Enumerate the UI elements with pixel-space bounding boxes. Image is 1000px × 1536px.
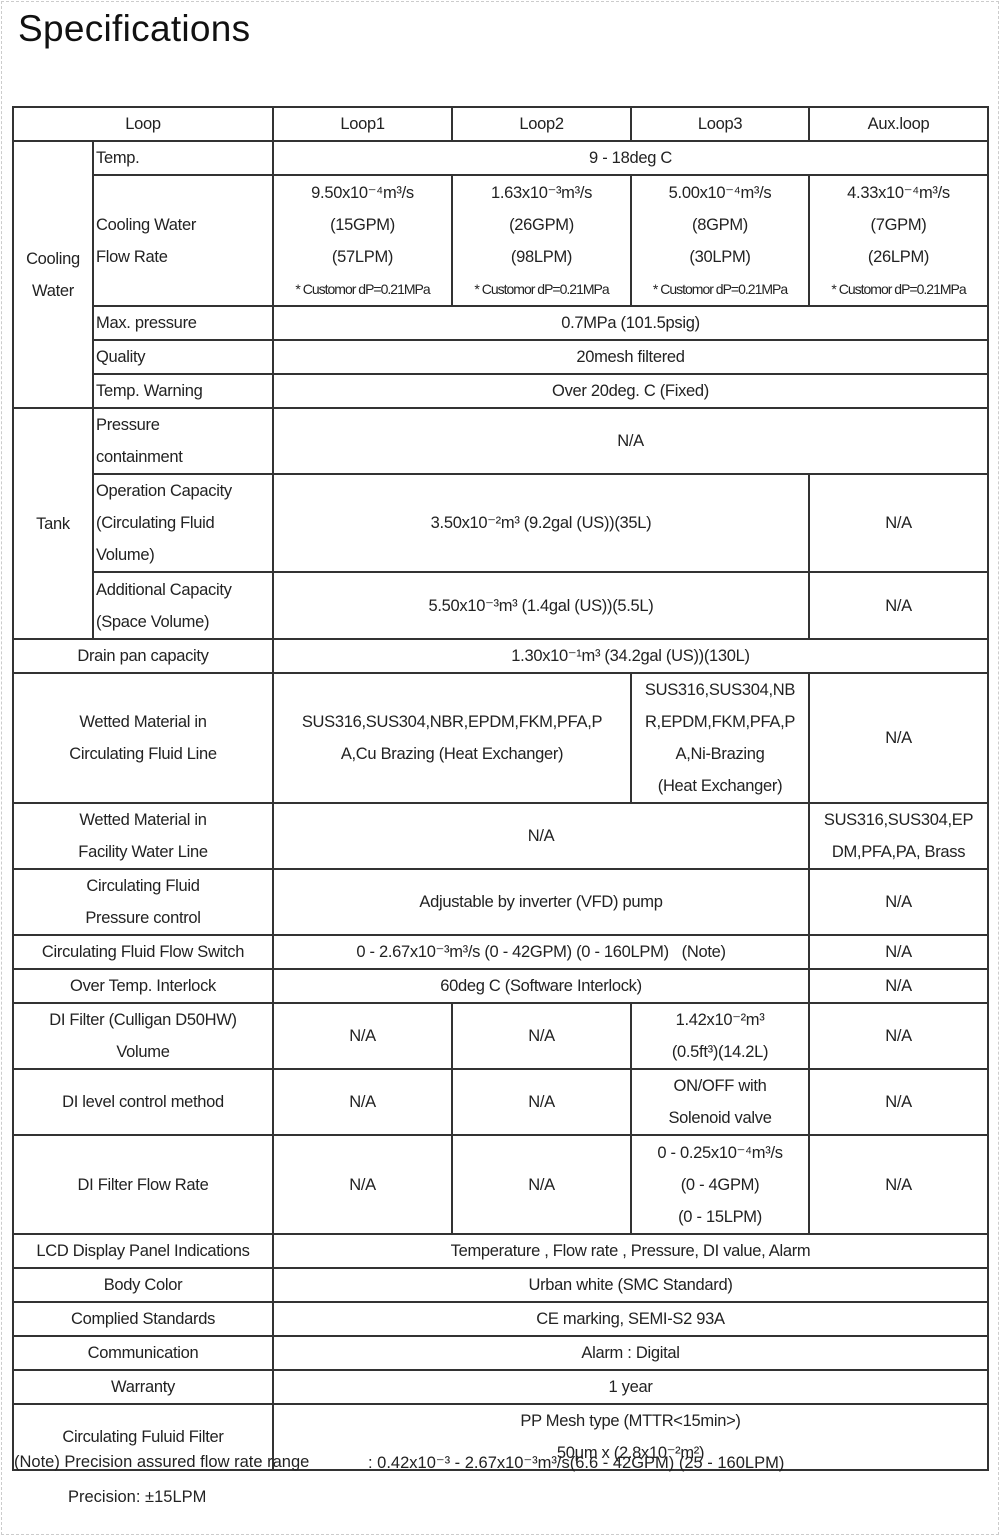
drain-value: 1.30x10⁻¹m³ (34.2gal (US))(130L) bbox=[272, 638, 990, 674]
temp-label: Temp. bbox=[91, 140, 275, 176]
flow-switch-aux: N/A bbox=[808, 934, 990, 970]
di-level-label: DI level control method bbox=[11, 1068, 275, 1136]
flow-note: * Customor dP=0.21MPa bbox=[474, 280, 609, 297]
warranty-label: Warranty bbox=[11, 1369, 275, 1405]
filter-label: Circulating Fuluid Filter bbox=[11, 1403, 275, 1471]
tank-group: Tank bbox=[12, 407, 94, 640]
flow-rate-loop3: 5.00x10⁻⁴m³/s (8GPM) (30LPM) * Customor d… bbox=[630, 174, 811, 307]
standards-label: Complied Standards bbox=[11, 1301, 275, 1337]
operation-capacity-label: Operation Capacity (Circulating Fluid Vo… bbox=[91, 473, 275, 573]
wetted-circ-loop12: SUS316,SUS304,NBR,EPDM,FKM,PFA,P A,Cu Br… bbox=[272, 672, 633, 804]
body-color-value: Urban white (SMC Standard) bbox=[272, 1267, 990, 1303]
wetted-fac-aux: SUS316,SUS304,EP DM,PFA,PA, Brass bbox=[808, 802, 990, 870]
flow-note: * Customor dP=0.21MPa bbox=[295, 280, 430, 297]
page-title: Specifications bbox=[18, 8, 251, 49]
temp-warning-value: Over 20deg. C (Fixed) bbox=[272, 373, 990, 409]
di-flow-loop2: N/A bbox=[451, 1134, 633, 1235]
di-volume-loop2: N/A bbox=[451, 1002, 633, 1070]
di-level-loop2: N/A bbox=[451, 1068, 633, 1136]
press-ctrl-value: Adjustable by inverter (VFD) pump bbox=[272, 868, 811, 936]
flow-value: 4.33x10⁻⁴m³/s (7GPM) (26LPM) bbox=[847, 183, 950, 266]
flow-value: 9.50x10⁻⁴m³/s (15GPM) (57LPM) bbox=[311, 183, 414, 266]
flow-rate-loop1: 9.50x10⁻⁴m³/s (15GPM) (57LPM) * Customor … bbox=[272, 174, 454, 307]
precision-note: Precision: ±15LPM bbox=[68, 1488, 207, 1506]
spec-table: Loop Loop1 Loop2 Loop3 Aux.loop Cooling … bbox=[11, 106, 990, 1471]
header-aux: Aux.loop bbox=[808, 106, 990, 142]
header-loop3: Loop3 bbox=[630, 106, 811, 142]
over-temp-value: 60deg C (Software Interlock) bbox=[272, 968, 811, 1004]
wetted-circ-aux: N/A bbox=[808, 672, 990, 804]
di-volume-loop1: N/A bbox=[272, 1002, 454, 1070]
body-color-label: Body Color bbox=[11, 1267, 275, 1303]
filter-value: PP Mesh type (MTTR<15min>) 50μm x (2.8x1… bbox=[272, 1403, 990, 1471]
max-pressure-value: 0.7MPa (101.5psig) bbox=[272, 305, 990, 341]
lcd-value: Temperature , Flow rate , Pressure, DI v… bbox=[272, 1233, 990, 1269]
wetted-fac-value: N/A bbox=[272, 802, 811, 870]
max-pressure-label: Max. pressure bbox=[91, 305, 275, 341]
wetted-circ-label: Wetted Material in Circulating Fluid Lin… bbox=[11, 672, 275, 804]
wetted-circ-loop3: SUS316,SUS304,NB R,EPDM,FKM,PFA,P A,Ni-B… bbox=[630, 672, 811, 804]
flow-note: * Customor dP=0.21MPa bbox=[652, 280, 788, 297]
press-ctrl-aux: N/A bbox=[808, 868, 990, 936]
flow-note: * Customor dP=0.21MPa bbox=[831, 280, 966, 297]
press-ctrl-label: Circulating Fluid Pressure control bbox=[11, 868, 275, 936]
note-label: (Note) Precision assured flow rate range bbox=[14, 1453, 310, 1471]
di-flow-loop3: 0 - 0.25x10⁻⁴m³/s (0 - 4GPM) (0 - 15LPM) bbox=[630, 1134, 811, 1235]
operation-capacity-value: 3.50x10⁻²m³ (9.2gal (US))(35L) bbox=[272, 473, 811, 573]
header-loop1: Loop1 bbox=[272, 106, 454, 142]
flow-switch-label: Circulating Fluid Flow Switch bbox=[11, 934, 275, 970]
over-temp-aux: N/A bbox=[808, 968, 990, 1004]
di-level-loop3: ON/OFF with Solenoid valve bbox=[630, 1068, 811, 1136]
note-value: : 0.42x10⁻³ - 2.67x10⁻³m³/s(6.6 - 42GPM)… bbox=[368, 1454, 785, 1472]
additional-capacity-label: Additional Capacity (Space Volume) bbox=[91, 571, 275, 640]
wetted-fac-label: Wetted Material in Facility Water Line bbox=[11, 802, 275, 870]
header-loop2: Loop2 bbox=[451, 106, 633, 142]
header-loop: Loop bbox=[11, 106, 275, 142]
di-volume-label: DI Filter (Culligan D50HW) Volume bbox=[11, 1002, 275, 1070]
di-flow-aux: N/A bbox=[808, 1134, 990, 1235]
flow-value: 5.00x10⁻⁴m³/s (8GPM) (30LPM) bbox=[668, 183, 772, 266]
quality-value: 20mesh filtered bbox=[272, 339, 990, 375]
lcd-label: LCD Display Panel Indications bbox=[11, 1233, 275, 1269]
cooling-water-group: Cooling Water bbox=[12, 140, 94, 409]
pressure-containment-value: N/A bbox=[272, 407, 990, 475]
quality-label: Quality bbox=[91, 339, 275, 375]
over-temp-label: Over Temp. Interlock bbox=[11, 968, 275, 1004]
flow-rate-loop2: 1.63x10⁻³m³/s (26GPM) (98LPM) * Customor … bbox=[451, 174, 633, 307]
warranty-value: 1 year bbox=[272, 1369, 990, 1405]
temp-value: 9 - 18deg C bbox=[272, 140, 990, 176]
di-flow-label: DI Filter Flow Rate bbox=[11, 1134, 275, 1235]
flow-value: 1.63x10⁻³m³/s (26GPM) (98LPM) bbox=[490, 183, 593, 266]
pressure-containment-label: Pressure containment bbox=[91, 407, 275, 475]
standards-value: CE marking, SEMI-S2 93A bbox=[272, 1301, 990, 1337]
header-row: Loop Loop1 Loop2 Loop3 Aux.loop bbox=[11, 106, 990, 142]
communication-label: Communication bbox=[11, 1335, 275, 1371]
flow-switch-value: 0 - 2.67x10⁻³m³/s (0 - 42GPM) (0 - 160LP… bbox=[272, 934, 811, 970]
di-volume-loop3: 1.42x10⁻²m³ (0.5ft³)(14.2L) bbox=[630, 1002, 811, 1070]
additional-capacity-aux: N/A bbox=[808, 571, 990, 640]
operation-capacity-aux: N/A bbox=[808, 473, 990, 573]
flow-rate-aux: 4.33x10⁻⁴m³/s (7GPM) (26LPM) * Customor d… bbox=[808, 174, 990, 307]
communication-value: Alarm : Digital bbox=[272, 1335, 990, 1371]
drain-label: Drain pan capacity bbox=[11, 638, 275, 674]
additional-capacity-value: 5.50x10⁻³m³ (1.4gal (US))(5.5L) bbox=[272, 571, 811, 640]
di-level-loop1: N/A bbox=[272, 1068, 454, 1136]
di-flow-loop1: N/A bbox=[272, 1134, 454, 1235]
temp-warning-label: Temp. Warning bbox=[91, 373, 275, 409]
flow-rate-label: Cooling Water Flow Rate bbox=[91, 174, 275, 307]
di-volume-aux: N/A bbox=[808, 1002, 990, 1070]
di-level-aux: N/A bbox=[808, 1068, 990, 1136]
